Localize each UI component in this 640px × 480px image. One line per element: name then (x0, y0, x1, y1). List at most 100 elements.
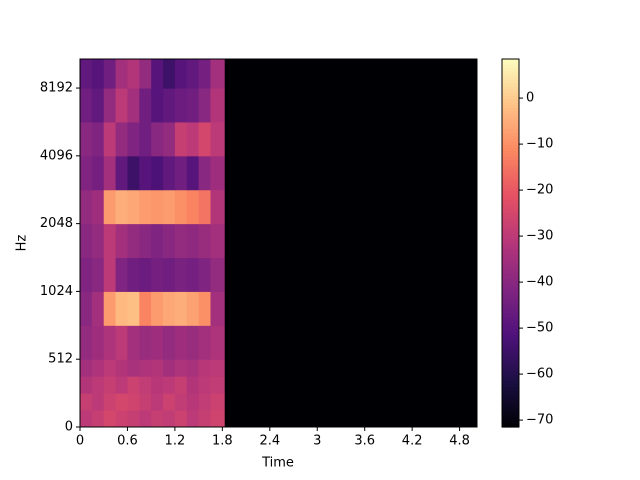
colorbar-segment (502, 396, 519, 400)
heatmap-cell (186, 121, 200, 157)
colorbar-segment (502, 117, 519, 121)
heatmap-cell (163, 189, 176, 225)
heatmap-cell (115, 291, 128, 326)
colorbar-segment (502, 255, 519, 259)
heatmap-cell (103, 88, 117, 123)
colorbar-segment (502, 261, 519, 266)
heatmap-cell (163, 393, 176, 411)
colorbar-segment (502, 276, 519, 281)
colorbar-segment (502, 322, 519, 327)
colorbar-segment (502, 224, 519, 229)
heatmap-cell (103, 59, 117, 89)
heatmap-cell (174, 223, 188, 259)
colorbar-segment (502, 233, 519, 238)
x-tick-label: 3 (313, 434, 321, 449)
heatmap-cell (186, 257, 200, 292)
colorbar-segment (502, 264, 519, 269)
colorbar-segment (502, 65, 519, 69)
heatmap-cell (151, 257, 164, 292)
heatmap-cell (80, 59, 93, 89)
heatmap-cell (210, 155, 226, 191)
x-axis-label: Time (261, 456, 294, 471)
colorbar-tick-label: −70 (526, 413, 553, 428)
heatmap-cell (80, 223, 93, 259)
heatmap-cell (163, 121, 176, 157)
colorbar-segment (502, 123, 519, 128)
colorbar-segment (502, 292, 519, 296)
heatmap-cell (80, 359, 93, 377)
heatmap-cell (186, 359, 200, 377)
colorbar-segment (502, 252, 519, 256)
heatmap-cell (224, 410, 478, 428)
heatmap-cell (91, 88, 105, 123)
heatmap-cell (186, 291, 200, 326)
heatmap-cell (139, 359, 152, 377)
colorbar-segment (502, 200, 519, 204)
colorbar-segment (502, 74, 519, 78)
heatmap-cell (139, 257, 152, 292)
heatmap-cell (91, 410, 105, 428)
heatmap-cell (198, 359, 211, 377)
heatmap-cell (127, 189, 140, 225)
heatmap-cell (91, 223, 105, 259)
heatmap-cell (210, 359, 226, 377)
heatmap-cell (210, 410, 226, 428)
colorbar-segment (502, 243, 519, 247)
heatmap-cell (198, 189, 211, 225)
colorbar-tick-label: −30 (526, 229, 553, 244)
colorbar-segment (502, 86, 519, 91)
heatmap-cell (163, 88, 176, 123)
colorbar-segment (502, 77, 519, 82)
colorbar-segment (502, 267, 519, 272)
colorbar-tick-label: 0 (526, 91, 534, 106)
colorbar-segment (502, 108, 519, 112)
colorbar-segment (502, 347, 519, 351)
x-tick-label: 1.8 (212, 434, 233, 449)
y-tick-label: 512 (48, 352, 73, 367)
heatmap-cell (127, 223, 140, 259)
colorbar-segment (502, 114, 519, 118)
heatmap-cell (151, 59, 164, 89)
colorbar-segment (502, 331, 519, 336)
heatmap-cell (198, 393, 211, 411)
colorbar-segment (502, 420, 519, 425)
heatmap-cell (139, 121, 152, 157)
heatmap-cell (151, 155, 164, 191)
heatmap-cell (186, 393, 200, 411)
colorbar-segment (502, 147, 519, 152)
heatmap-cell (127, 155, 140, 191)
heatmap-cell (163, 59, 176, 89)
heatmap-cell (80, 155, 93, 191)
colorbar-segment (502, 197, 519, 201)
heatmap-cell (127, 88, 140, 123)
heatmap-cell (151, 325, 164, 360)
colorbar-segment (502, 405, 519, 410)
x-tick-label: 4.2 (402, 434, 423, 449)
y-tick-label: 4096 (40, 148, 73, 163)
colorbar-segment (502, 160, 519, 164)
heatmap-cell (103, 257, 117, 292)
heatmap-cell (224, 155, 478, 191)
plot-frame (79, 58, 478, 428)
heatmap-cell (198, 325, 211, 360)
heatmap-cell (103, 189, 117, 225)
heatmap-cell (91, 121, 105, 157)
heatmap-cell (210, 393, 226, 411)
colorbar-segment (502, 270, 519, 275)
colorbar-segment (502, 298, 519, 302)
heatmap-cell (115, 376, 128, 394)
heatmap-cell (151, 393, 164, 411)
heatmap-cell (139, 88, 152, 123)
colorbar-segment (502, 172, 519, 177)
colorbar-segment (502, 71, 519, 75)
colorbar-segment (502, 359, 519, 364)
colorbar-segment (502, 187, 519, 192)
colorbar-tick-label: −60 (526, 367, 553, 382)
colorbar-segment (502, 89, 519, 94)
colorbar-segment (502, 95, 519, 100)
heatmap-cell (115, 223, 128, 259)
colorbar-segment (502, 411, 519, 416)
heatmap-cell (91, 376, 105, 394)
heatmap-cell (210, 189, 226, 225)
